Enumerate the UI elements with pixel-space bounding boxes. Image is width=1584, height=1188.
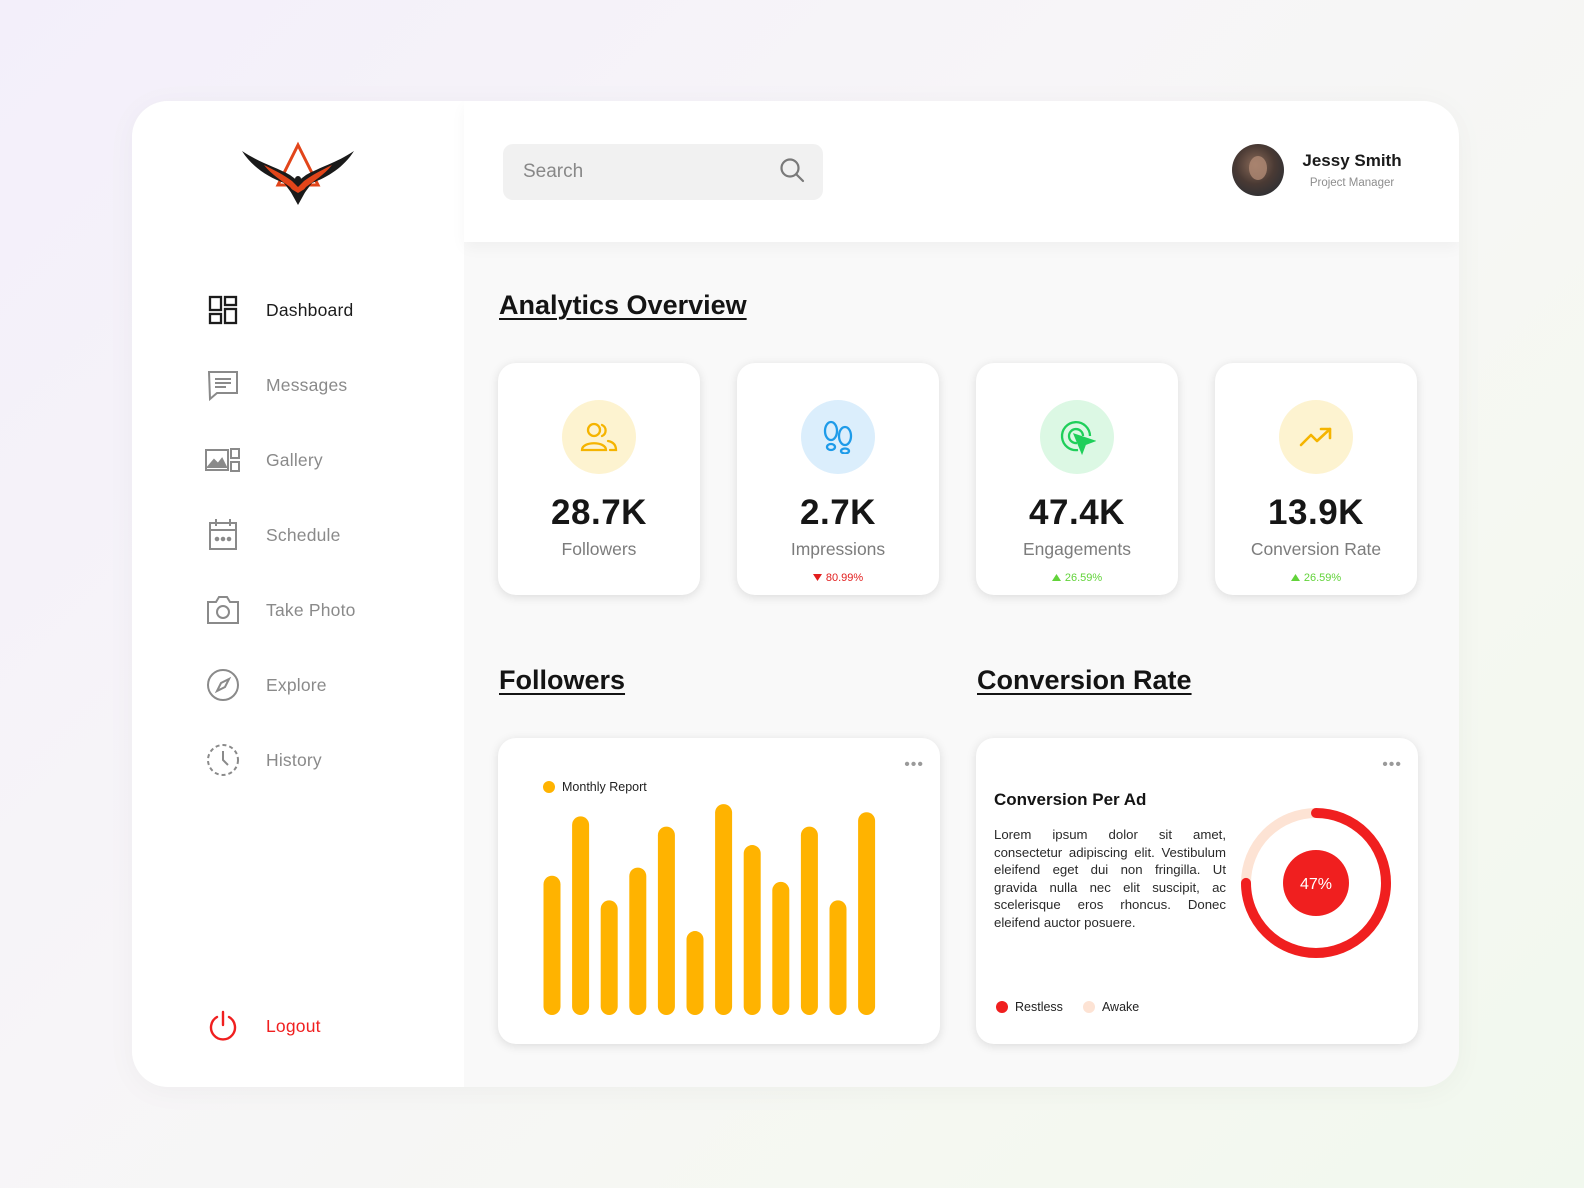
bar-12 <box>858 812 876 1015</box>
stat-card-engagements[interactable]: 47.4K Engagements 26.59% <box>976 363 1178 595</box>
calendar-icon <box>205 517 241 553</box>
sidebar-item-take-photo[interactable]: Take Photo <box>205 590 356 630</box>
bar-11 <box>829 900 847 1015</box>
user-info: Jessy Smith Project Manager <box>1296 151 1408 189</box>
delta-value: 26.59% <box>1303 572 1342 584</box>
stat-value: 13.9K <box>1268 493 1364 532</box>
footprints-icon <box>801 400 875 474</box>
sidebar-item-label: Explore <box>266 674 327 695</box>
user-name: Jessy Smith <box>1302 151 1402 170</box>
power-icon <box>205 1008 241 1044</box>
stat-card-impressions[interactable]: 2.7K Impressions 80.99% <box>737 363 939 595</box>
message-icon <box>205 367 241 403</box>
conversion-card-title: Conversion Per Ad <box>994 790 1147 809</box>
stat-value: 28.7K <box>551 493 647 532</box>
bar-7 <box>715 804 733 1015</box>
more-options-icon[interactable]: ••• <box>904 756 924 773</box>
caret-up-icon <box>1051 572 1061 584</box>
search-box <box>503 144 823 200</box>
bar-6 <box>686 931 704 1015</box>
bar-4 <box>629 867 647 1015</box>
stat-label: Conversion Rate <box>1250 539 1382 559</box>
search-icon[interactable] <box>779 157 805 188</box>
grid-icon <box>205 292 241 328</box>
stat-label: Followers <box>561 539 637 559</box>
bar-10 <box>800 826 818 1015</box>
legend-restless: Restless <box>996 1000 1063 1014</box>
sidebar-item-label: Dashboard <box>266 299 354 320</box>
user-profile[interactable]: Jessy Smith Project Manager <box>1232 144 1408 196</box>
more-options-icon[interactable]: ••• <box>1382 756 1402 773</box>
legend-label: Restless <box>1015 1000 1063 1014</box>
sidebar-item-gallery[interactable]: Gallery <box>205 440 323 480</box>
stat-label: Impressions <box>790 539 886 559</box>
legend-awake: Awake <box>1082 1000 1140 1014</box>
stat-delta: 80.99% <box>737 572 939 584</box>
sidebar-item-messages[interactable]: Messages <box>205 365 347 405</box>
stat-card-conversion-rate[interactable]: 13.9K Conversion Rate 26.59% <box>1215 363 1417 595</box>
sidebar-item-dashboard[interactable]: Dashboard <box>205 290 353 330</box>
legend-dot <box>1082 1001 1095 1013</box>
conversion-description: Lorem ipsum dolor sit amet, consectetur … <box>994 827 1226 930</box>
caret-up-icon <box>1290 572 1300 584</box>
conversion-title: Conversion Rate <box>977 665 1192 695</box>
click-target-icon <box>1040 400 1114 474</box>
bar-1 <box>543 875 561 1015</box>
logout-label: Logout <box>266 1015 321 1036</box>
delta-value: 26.59% <box>1064 572 1103 584</box>
stat-value: 2.7K <box>800 493 876 532</box>
bar-5 <box>657 826 675 1015</box>
analytics-title: Analytics Overview <box>499 290 747 320</box>
compass-icon <box>205 667 241 703</box>
stat-value: 47.4K <box>1029 493 1125 532</box>
users-icon <box>562 400 636 474</box>
trend-up-icon <box>1279 400 1353 474</box>
bar-2 <box>572 816 590 1015</box>
sidebar-item-label: Schedule <box>266 524 341 545</box>
donut-legend: Restless Awake <box>996 1000 1139 1014</box>
stat-card-followers[interactable]: 28.7K Followers <box>498 363 700 595</box>
donut-slice-restless <box>1241 808 1391 958</box>
stat-label: Engagements <box>1023 539 1131 559</box>
bar-3 <box>600 900 618 1015</box>
eagle-logo <box>240 141 356 207</box>
legend-label: Monthly Report <box>562 780 647 794</box>
sidebar-item-label: Gallery <box>266 449 323 470</box>
sidebar-item-history[interactable]: History <box>205 740 322 780</box>
topbar: Jessy Smith Project Manager <box>464 101 1459 242</box>
followers-title: Followers <box>499 665 626 695</box>
sidebar-item-label: History <box>266 749 322 770</box>
stat-delta: 26.59% <box>976 572 1178 584</box>
sidebar-item-label: Take Photo <box>266 599 356 620</box>
history-icon <box>205 742 241 778</box>
legend-dot <box>543 781 555 793</box>
user-role: Project Manager <box>1309 177 1395 189</box>
legend-label: Awake <box>1101 1000 1140 1014</box>
delta-value: 80.99% <box>825 572 864 584</box>
donut-percent-label: 47% <box>1300 876 1332 893</box>
gallery-icon <box>205 442 241 478</box>
sidebar-item-label: Messages <box>266 374 348 395</box>
chart-legend: Monthly Report <box>543 780 647 794</box>
bar-8 <box>743 845 761 1015</box>
dashboard-window: Dashboard Messages Gallery <box>132 101 1459 1087</box>
legend-dot <box>996 1001 1008 1013</box>
conversion-donut-chart: 47% <box>1241 808 1391 958</box>
followers-bar-chart <box>543 804 876 1015</box>
conversion-card: ••• Conversion Per Ad Lorem ipsum dolor … <box>976 738 1418 1044</box>
stat-delta: 26.59% <box>1215 572 1417 584</box>
logout-button[interactable]: Logout <box>205 1006 321 1046</box>
search-input[interactable] <box>523 161 763 183</box>
bar-9 <box>772 881 790 1015</box>
sidebar: Dashboard Messages Gallery <box>132 101 464 1087</box>
donut-center <box>1283 850 1349 916</box>
caret-down-icon <box>812 572 822 584</box>
avatar[interactable] <box>1232 144 1284 196</box>
camera-icon <box>205 592 241 628</box>
sidebar-item-explore[interactable]: Explore <box>205 665 327 705</box>
sidebar-item-schedule[interactable]: Schedule <box>205 515 341 555</box>
followers-chart-card: ••• Monthly Report <box>498 738 940 1044</box>
